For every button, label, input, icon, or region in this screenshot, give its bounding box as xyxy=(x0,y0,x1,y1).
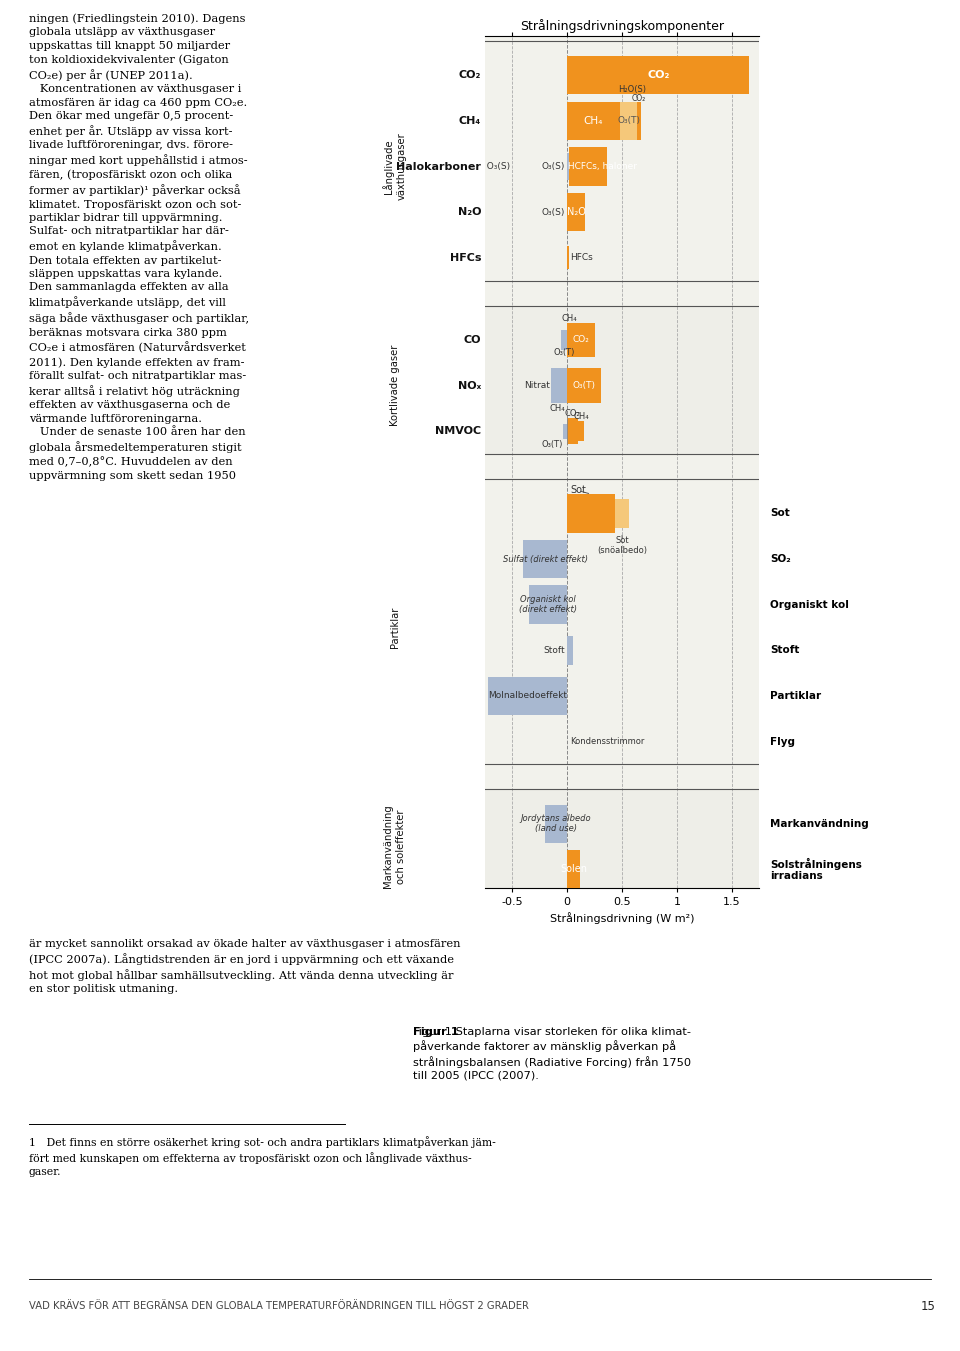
Text: Stoft: Stoft xyxy=(543,646,565,655)
Text: Kortlivade gaser: Kortlivade gaser xyxy=(390,345,399,427)
Bar xyxy=(569,147,607,185)
Bar xyxy=(567,636,573,665)
Bar xyxy=(567,246,569,269)
Title: Strålningsdrivningskomponenter: Strålningsdrivningskomponenter xyxy=(520,19,724,32)
Text: H₂O(S): H₂O(S) xyxy=(618,85,646,95)
Bar xyxy=(545,805,567,843)
Bar xyxy=(485,305,759,454)
Text: CH₄: CH₄ xyxy=(562,313,577,323)
Text: CH₄: CH₄ xyxy=(549,404,565,413)
Text: är mycket sannolikt orsakad av ökade halter av växthusgaser i atmosfären
(IPCC 2: är mycket sannolikt orsakad av ökade hal… xyxy=(29,939,460,994)
Text: O₃(S): O₃(S) xyxy=(481,162,511,172)
Bar xyxy=(529,585,567,624)
Text: Markanvändning: Markanvändning xyxy=(770,819,869,828)
Text: CO₂: CO₂ xyxy=(459,70,481,80)
Text: O₃(T): O₃(T) xyxy=(541,439,563,449)
Bar xyxy=(567,369,601,403)
Text: O₃(S): O₃(S) xyxy=(541,162,564,172)
Text: Sot: Sot xyxy=(570,485,587,494)
Text: Sot: Sot xyxy=(770,508,790,519)
Text: N₂O: N₂O xyxy=(566,207,586,218)
Bar xyxy=(567,323,594,357)
Bar xyxy=(567,57,750,95)
Bar xyxy=(578,422,584,442)
Text: Figur 1: Figur 1 xyxy=(413,1027,459,1036)
Text: Halokarboner: Halokarboner xyxy=(396,162,481,172)
Bar xyxy=(567,494,615,532)
Text: CO₂: CO₂ xyxy=(564,409,581,419)
Bar xyxy=(485,789,759,892)
Text: Sot
(snöalbedo): Sot (snöalbedo) xyxy=(597,535,647,555)
Text: CO₂: CO₂ xyxy=(632,95,646,104)
Text: Sulfat (direkt effekt): Sulfat (direkt effekt) xyxy=(503,554,588,563)
Bar xyxy=(523,540,567,578)
Text: Solen: Solen xyxy=(561,865,588,874)
Text: Partiklar: Partiklar xyxy=(390,607,399,648)
Text: NMVOC: NMVOC xyxy=(435,426,481,436)
Bar xyxy=(488,677,567,715)
Text: CH₄: CH₄ xyxy=(459,116,481,126)
X-axis label: Strålningsdrivning (W m²): Strålningsdrivning (W m²) xyxy=(550,912,694,924)
Text: CO: CO xyxy=(464,335,481,345)
Text: Jordytans albedo
(land use): Jordytans albedo (land use) xyxy=(521,815,591,834)
Bar xyxy=(485,41,759,281)
Bar xyxy=(615,499,629,528)
Text: Flyg: Flyg xyxy=(770,736,795,747)
Bar xyxy=(485,480,759,765)
Text: CH₄: CH₄ xyxy=(584,116,603,126)
Text: HFCs: HFCs xyxy=(449,253,481,263)
Text: 15: 15 xyxy=(922,1300,936,1313)
Text: Markanvändning
och soleffekter: Markanvändning och soleffekter xyxy=(383,805,406,889)
Text: CO₂: CO₂ xyxy=(647,70,669,80)
Text: Organiskt kol: Organiskt kol xyxy=(770,600,849,609)
Text: CFCs, HCFCs, haloner: CFCs, HCFCs, haloner xyxy=(540,162,636,172)
Text: O₃(T): O₃(T) xyxy=(573,381,596,390)
Text: CH₄: CH₄ xyxy=(573,412,588,422)
Text: ningen (Friedlingstein 2010). Dagens
globala utsläpp av växthusgaser
uppskattas : ningen (Friedlingstein 2010). Dagens glo… xyxy=(29,14,249,481)
Text: Figur 1 Staplarna visar storleken för olika klimat-
påverkande faktorer av mänsk: Figur 1 Staplarna visar storleken för ol… xyxy=(413,1027,691,1081)
Text: Solstrålningens
irradians: Solstrålningens irradians xyxy=(770,858,862,881)
Bar xyxy=(620,101,637,141)
Text: O₃(S): O₃(S) xyxy=(541,208,564,216)
Text: CO₂: CO₂ xyxy=(572,335,589,345)
Text: 1   Det finns en större osäkerhet kring sot- och andra partiklars klimatpåverkan: 1 Det finns en större osäkerhet kring so… xyxy=(29,1136,495,1177)
Text: Långlivade
växthusgaser: Långlivade växthusgaser xyxy=(382,132,407,200)
Text: O₃(T): O₃(T) xyxy=(553,349,575,357)
Text: Nitrat: Nitrat xyxy=(524,381,549,390)
Bar xyxy=(567,101,620,141)
Text: Partiklar: Partiklar xyxy=(770,690,821,701)
Bar xyxy=(567,193,585,231)
Text: Organiskt kol
(direkt effekt): Organiskt kol (direkt effekt) xyxy=(519,594,577,615)
Text: Kondensstrimmor: Kondensstrimmor xyxy=(570,738,645,746)
Text: Molnalbedoeffekt: Molnalbedoeffekt xyxy=(488,692,567,700)
Text: Stoft: Stoft xyxy=(770,646,800,655)
Text: O₃(T): O₃(T) xyxy=(617,116,640,126)
Text: VAD KRÄVS FÖR ATT BEGRÄNSA DEN GLOBALA TEMPERATURFÖRÄNDRINGEN TILL HÖGST 2 GRADE: VAD KRÄVS FÖR ATT BEGRÄNSA DEN GLOBALA T… xyxy=(29,1301,529,1312)
Bar xyxy=(567,153,569,180)
Text: NOₓ: NOₓ xyxy=(458,381,481,390)
Bar xyxy=(567,850,581,889)
Text: N₂O: N₂O xyxy=(458,207,481,218)
Bar xyxy=(561,330,567,350)
Bar xyxy=(563,424,567,439)
Bar xyxy=(551,369,567,403)
Bar xyxy=(567,419,578,444)
Bar xyxy=(637,101,640,141)
Text: SO₂: SO₂ xyxy=(770,554,791,563)
Text: HFCs: HFCs xyxy=(570,254,592,262)
